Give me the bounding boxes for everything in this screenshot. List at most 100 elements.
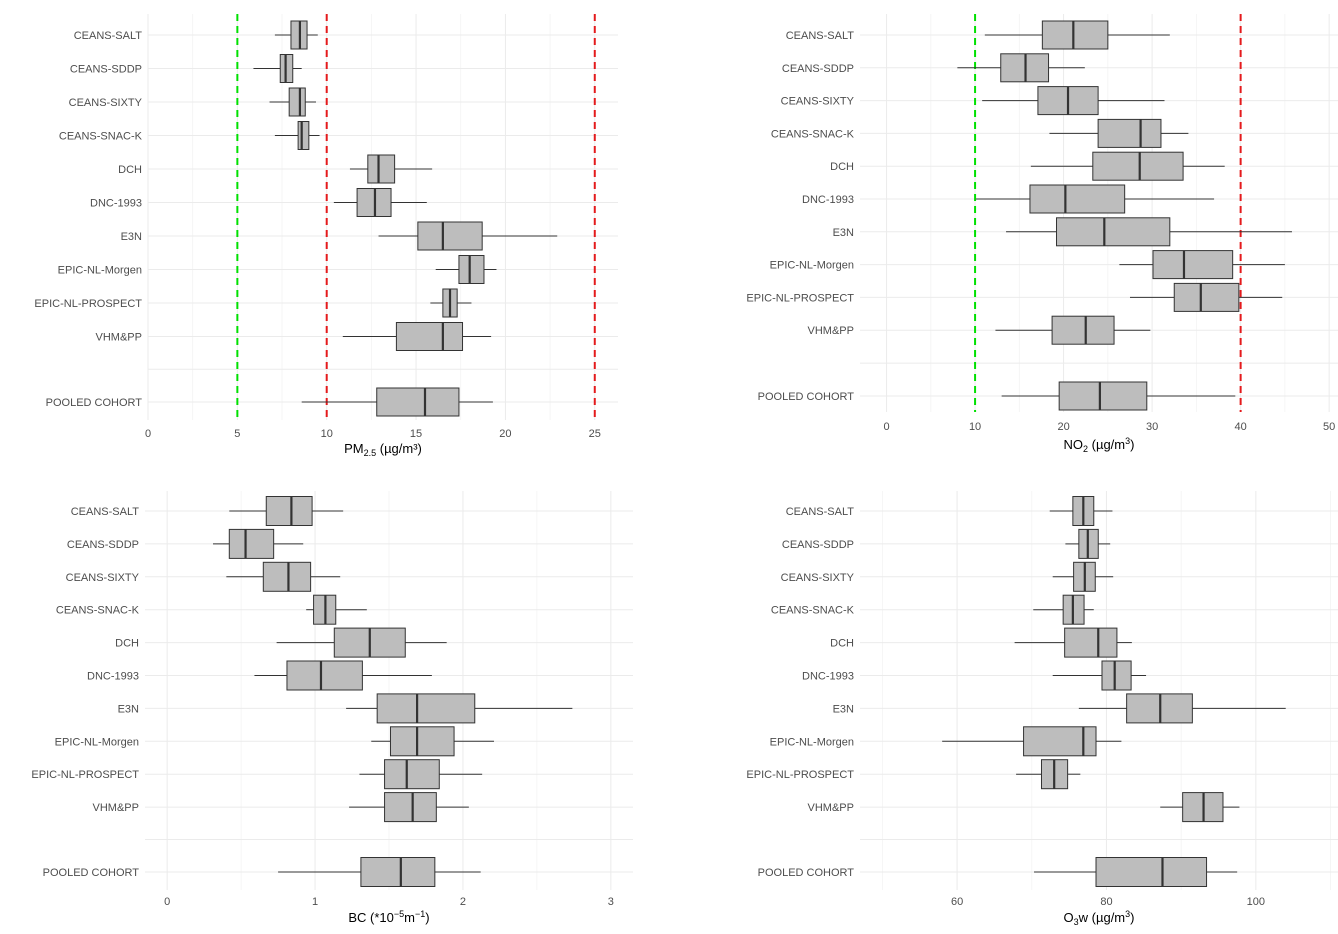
category-label: EPIC-NL-PROSPECT <box>746 769 854 781</box>
box <box>265 496 313 526</box>
plot-group: CEANS-SALT CEANS-SDDP CEANS-SIXTY CEANS-SNA… <box>31 491 633 925</box>
tick-label: 10 <box>969 421 981 433</box>
tick-label: 10 <box>321 428 333 440</box>
box <box>1173 282 1240 312</box>
category-label: DCH <box>118 164 142 176</box>
category-label: CEANS-SALT <box>786 506 855 518</box>
category-label: EPIC-NL-Morgen <box>55 736 139 748</box>
category-label: CEANS-SIXTY <box>66 572 140 584</box>
o3w-boxplot-panel: CEANS-SALT CEANS-SDDP CEANS-SIXTY CEANS-SNA… <box>669 464 1338 929</box>
category-label: EPIC-NL-Morgen <box>770 260 854 272</box>
category-label: CEANS-SDDP <box>70 64 142 76</box>
category-label: DNC-1993 <box>802 671 854 683</box>
category-label: DNC-1993 <box>90 198 142 210</box>
category-label: CEANS-SNAC-K <box>771 605 855 617</box>
tick-label: 5 <box>234 428 240 440</box>
plot-group: CEANS-SALT CEANS-SDDP CEANS-SIXTY CEANS-SNA… <box>34 14 618 458</box>
tick-label: 20 <box>1057 421 1069 433</box>
box <box>1095 857 1208 887</box>
o3w-boxplot-chart: CEANS-SALT CEANS-SDDP CEANS-SIXTY CEANS-SNA… <box>746 491 1338 927</box>
category-label: VHM&PP <box>808 325 854 337</box>
category-label: DCH <box>115 638 139 650</box>
box <box>297 121 310 150</box>
tick-label: 30 <box>1146 421 1158 433</box>
category-label: E3N <box>118 703 139 715</box>
tick-label: 0 <box>164 896 170 908</box>
tick-label: 80 <box>1100 896 1112 908</box>
category-label: E3N <box>833 703 854 715</box>
bc-boxplot-chart: CEANS-SALT CEANS-SDDP CEANS-SIXTY CEANS-SNA… <box>31 491 633 925</box>
category-label: DCH <box>830 161 854 173</box>
category-label: POOLED COHORT <box>43 867 140 879</box>
box <box>1092 151 1184 181</box>
category-label: CEANS-SIXTY <box>781 572 855 584</box>
box <box>376 387 460 417</box>
box <box>286 660 363 691</box>
category-label: CEANS-SNAC-K <box>56 605 140 617</box>
box <box>360 857 436 887</box>
box <box>367 154 396 184</box>
tick-label: 100 <box>1247 896 1265 908</box>
tick-label: 3 <box>608 896 614 908</box>
box <box>1051 315 1115 345</box>
box <box>395 322 464 351</box>
category-label: CEANS-SDDP <box>782 539 854 551</box>
category-label: CEANS-SIXTY <box>781 96 855 108</box>
category-label: EPIC-NL-PROSPECT <box>34 298 142 310</box>
box <box>389 726 455 757</box>
tick-label: 0 <box>883 421 889 433</box>
tick-label: 15 <box>410 428 422 440</box>
tick-label: 40 <box>1235 421 1247 433</box>
tick-label: 20 <box>499 428 511 440</box>
category-label: CEANS-SDDP <box>67 539 139 551</box>
box <box>1029 184 1126 214</box>
category-label: EPIC-NL-Morgen <box>770 736 854 748</box>
box <box>228 528 275 559</box>
category-label: EPIC-NL-Morgen <box>58 265 142 277</box>
box <box>417 221 483 251</box>
category-label: E3N <box>833 227 854 239</box>
box <box>1023 726 1097 757</box>
box <box>384 759 440 790</box>
box <box>458 255 485 284</box>
box <box>376 693 476 724</box>
category-label: CEANS-SALT <box>71 506 140 518</box>
box <box>384 792 437 823</box>
tick-label: 2 <box>460 896 466 908</box>
category-label: CEANS-SIXTY <box>69 97 143 109</box>
box <box>1056 217 1171 247</box>
box <box>1152 250 1234 280</box>
box <box>262 561 312 592</box>
category-label: CEANS-SALT <box>74 30 143 42</box>
x-axis-title: NO2 (µg/m3) <box>1064 436 1135 454</box>
category-label: VHM&PP <box>96 332 142 344</box>
category-label: POOLED COHORT <box>758 391 855 403</box>
tick-label: 0 <box>145 428 151 440</box>
box <box>288 87 306 117</box>
pm25-boxplot-chart: CEANS-SALT CEANS-SDDP CEANS-SIXTY CEANS-SNA… <box>34 14 618 458</box>
category-label: VHM&PP <box>808 802 854 814</box>
bc-boxplot-panel: CEANS-SALT CEANS-SDDP CEANS-SIXTY CEANS-SNA… <box>0 464 669 929</box>
box <box>1058 381 1148 411</box>
category-label: EPIC-NL-PROSPECT <box>31 769 139 781</box>
x-axis-title: O3w (µg/m3) <box>1064 909 1135 927</box>
category-label: CEANS-SNAC-K <box>59 131 143 143</box>
category-label: CEANS-SALT <box>786 30 855 42</box>
box <box>1101 660 1132 691</box>
category-label: CEANS-SNAC-K <box>771 128 855 140</box>
box <box>1064 627 1118 658</box>
no2-boxplot-panel: CEANS-SALT CEANS-SDDP CEANS-SIXTY CEANS-SNA… <box>669 0 1338 464</box>
category-label: CEANS-SDDP <box>782 63 854 75</box>
category-label: DNC-1993 <box>87 671 139 683</box>
tick-label: 60 <box>951 896 963 908</box>
x-axis-title: PM2.5 (µg/m³) <box>344 441 422 458</box>
category-label: DCH <box>830 638 854 650</box>
pm25-boxplot-panel: CEANS-SALT CEANS-SDDP CEANS-SIXTY CEANS-SNA… <box>0 0 669 464</box>
box <box>1097 118 1162 148</box>
category-label: POOLED COHORT <box>46 397 143 409</box>
plot-group: CEANS-SALT CEANS-SDDP CEANS-SIXTY CEANS-SNA… <box>746 14 1338 454</box>
tick-label: 50 <box>1323 421 1335 433</box>
category-label: E3N <box>121 231 142 243</box>
x-axis-title: BC (*10−5m−1) <box>348 909 429 925</box>
no2-boxplot-chart: CEANS-SALT CEANS-SDDP CEANS-SIXTY CEANS-SNA… <box>746 14 1338 454</box>
